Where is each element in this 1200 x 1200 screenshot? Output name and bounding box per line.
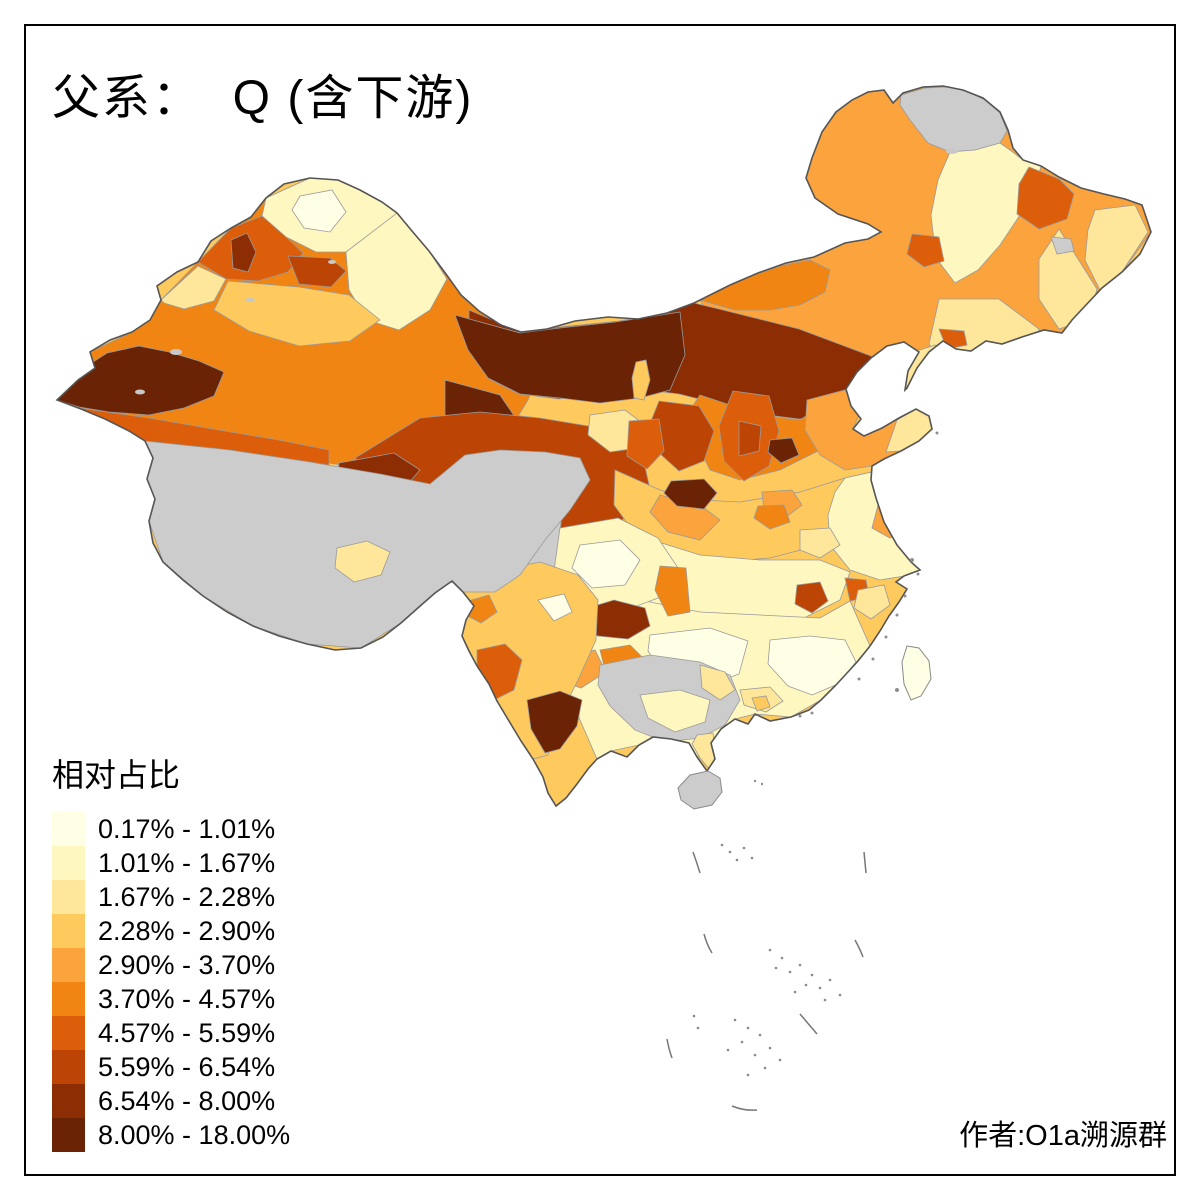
legend-row: 8.00% - 18.00% <box>52 1118 290 1152</box>
lake-speck-1 <box>170 349 182 355</box>
lake-speck-5 <box>946 148 958 154</box>
map-region-wuhai-sliver <box>631 359 651 401</box>
legend-class-label: 0.17% - 1.01% <box>98 814 276 844</box>
map-region-pearl-delta-spot <box>751 695 771 712</box>
map-region-guangxi-pale <box>639 689 711 733</box>
legend-swatch <box>52 1016 85 1050</box>
legend-row: 1.01% - 1.67% <box>52 846 290 880</box>
map-region-ili <box>160 265 227 310</box>
lake-speck-2 <box>135 389 145 395</box>
map-region-lhasa-pale <box>334 540 391 583</box>
legend-swatch <box>52 914 85 948</box>
legend-swatch <box>52 1050 85 1084</box>
legend-row: 6.54% - 8.00% <box>52 1084 290 1118</box>
map-region-hlj-ne-dark <box>1016 166 1075 230</box>
map-region-henan-spot <box>753 504 791 530</box>
island-taiwan <box>901 645 932 701</box>
legend-swatch <box>52 880 85 914</box>
map-region-altay-core <box>291 189 347 233</box>
legend-class-label: 2.90% - 3.70% <box>98 950 276 980</box>
legend-row: 3.70% - 4.57% <box>52 982 290 1016</box>
map-region-innermongolia-dark-core <box>454 311 686 404</box>
island-hainan <box>677 770 723 810</box>
legend-swatch <box>52 948 85 982</box>
map-region-anhui <box>799 527 841 559</box>
legend-class-label: 2.28% - 2.90% <box>98 916 276 946</box>
legend-row: 1.67% - 2.28% <box>52 880 290 914</box>
legend-row: 4.57% - 5.59% <box>52 1016 290 1050</box>
map-region-guyuan-dark-spot <box>663 478 718 510</box>
legend-row: 2.90% - 3.70% <box>52 948 290 982</box>
legend-class-label: 4.57% - 5.59% <box>98 1018 276 1048</box>
map-region-hlj-gray-spot <box>1050 236 1075 255</box>
legend-class-label: 3.70% - 4.57% <box>98 984 276 1014</box>
legend-class-label: 6.54% - 8.00% <box>98 1086 276 1116</box>
map-region-liaoning-dark-spot <box>938 328 968 350</box>
mainland-outline <box>55 85 1152 808</box>
legend-swatch <box>52 1084 85 1118</box>
map-region-shanxi-core <box>738 420 762 457</box>
map-region-zhejiang <box>853 584 891 620</box>
legend-swatch <box>52 982 85 1016</box>
attribution: 作者:O1a溯源群 <box>959 1120 1167 1152</box>
nine-dash-line <box>666 851 867 1111</box>
map-region-east-sichuan <box>654 565 691 617</box>
map-region-jilin-dark-spot <box>906 233 945 268</box>
legend-row: 5.59% - 6.54% <box>52 1050 290 1084</box>
map-region-xishuangbanna-dark <box>526 690 583 754</box>
legend-row: 0.17% - 1.01% <box>52 812 290 846</box>
legend: 相对占比 0.17% - 1.01% 1.01% - 1.67% 1.67% - 2… <box>52 750 290 1152</box>
map-region-xj-northwest-dark <box>230 232 257 273</box>
legend-swatch <box>52 1118 85 1152</box>
map-region-chengdu <box>571 539 641 589</box>
legend-class-label: 1.01% - 1.67% <box>98 848 276 878</box>
lake-speck-3 <box>245 298 255 302</box>
legend-rows: 0.17% - 1.01% 1.01% - 1.67% 1.67% - 2.28% 2… <box>52 812 290 1152</box>
legend-class-label: 5.59% - 6.54% <box>98 1052 276 1082</box>
map-title: 父系： Q (含下游) <box>52 72 474 125</box>
map-region-hubei-dark-spot <box>794 581 829 614</box>
map-region-guangxi-ne <box>699 664 736 701</box>
plot-frame <box>24 24 1176 1176</box>
legend-class-label: 8.00% - 18.00% <box>98 1120 291 1150</box>
map-region-junggar-band <box>213 280 381 347</box>
south-sea-islands <box>692 843 842 1077</box>
lake-speck-4 <box>328 260 336 264</box>
legend-title: 相对占比 <box>52 757 181 793</box>
map-region-yunnan-pale-spot <box>537 593 573 622</box>
map-region-hlj-east-pale <box>1038 228 1098 330</box>
coastal-islets <box>753 431 939 786</box>
legend-swatch <box>52 812 85 846</box>
map-region-beijing-dark-spot <box>767 437 800 464</box>
legend-class-label: 1.67% - 2.28% <box>98 882 276 912</box>
map-region-ningxia <box>626 418 665 470</box>
legend-row: 2.28% - 2.90% <box>52 914 290 948</box>
legend-swatch <box>52 846 85 880</box>
